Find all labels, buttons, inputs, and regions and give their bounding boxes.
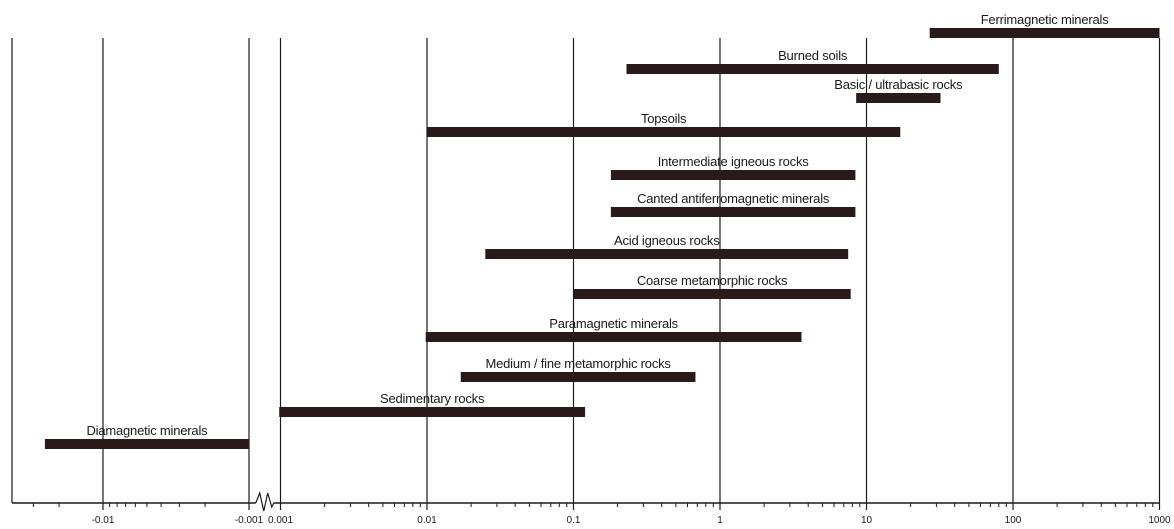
- tick-label: 10: [861, 515, 873, 526]
- tick-labels: -0.01 -0.001 0.001 0.01 0.1 1 10 100 1000: [92, 515, 1171, 526]
- bar-labels: Ferrimagnetic minerals Burned soils Basic …: [86, 12, 1109, 438]
- range-bar: [856, 93, 941, 103]
- bar-label: Coarse metamorphic rocks: [637, 273, 788, 288]
- range-bar: [573, 289, 851, 299]
- bar-label: Paramagnetic minerals: [549, 316, 678, 331]
- range-bar: [610, 207, 856, 217]
- bar-label: Basic / ultrabasic rocks: [834, 77, 963, 92]
- bar-label: Diamagnetic minerals: [86, 423, 208, 438]
- range-bar: [626, 64, 999, 74]
- tick-label: 0.1: [567, 515, 581, 526]
- bar-label: Topsoils: [641, 111, 687, 126]
- range-bar: [427, 127, 901, 137]
- axis-break-icon: [255, 490, 275, 512]
- tick-label: 1: [717, 515, 723, 526]
- minor-ticks: [32, 503, 1154, 507]
- range-bar: [460, 372, 696, 382]
- bar-label: Sedimentary rocks: [380, 391, 485, 406]
- bar-label: Canted antiferromagnetic minerals: [637, 191, 830, 206]
- range-bar: [610, 170, 856, 180]
- bar-label: Acid igneous rocks: [614, 233, 720, 248]
- axis-break-gap: [255, 500, 274, 506]
- range-bar: [279, 407, 586, 417]
- range-bars: [44, 28, 1160, 449]
- range-bar: [425, 332, 802, 342]
- tick-label: 0.01: [417, 515, 437, 526]
- tick-label: -0.001: [235, 515, 264, 526]
- tick-label: 1000: [1148, 515, 1171, 526]
- range-bar: [44, 439, 249, 449]
- x-axis: -0.01 -0.001 0.001 0.01 0.1 1 10 100 1000: [12, 490, 1171, 526]
- tick-label: -0.01: [92, 515, 115, 526]
- bar-label: Intermediate igneous rocks: [658, 154, 810, 169]
- range-bar: [929, 28, 1160, 38]
- bar-label: Ferrimagnetic minerals: [981, 12, 1110, 27]
- bar-label: Medium / fine metamorphic rocks: [485, 356, 671, 371]
- major-ticks: [102, 503, 1161, 510]
- bar-label: Burned soils: [778, 48, 848, 63]
- range-bar: [485, 249, 849, 259]
- axis-break-zigzag: [255, 490, 275, 512]
- gridlines: [11, 38, 1161, 503]
- tick-label: 100: [1005, 515, 1022, 526]
- tick-label: 0.001: [268, 515, 293, 526]
